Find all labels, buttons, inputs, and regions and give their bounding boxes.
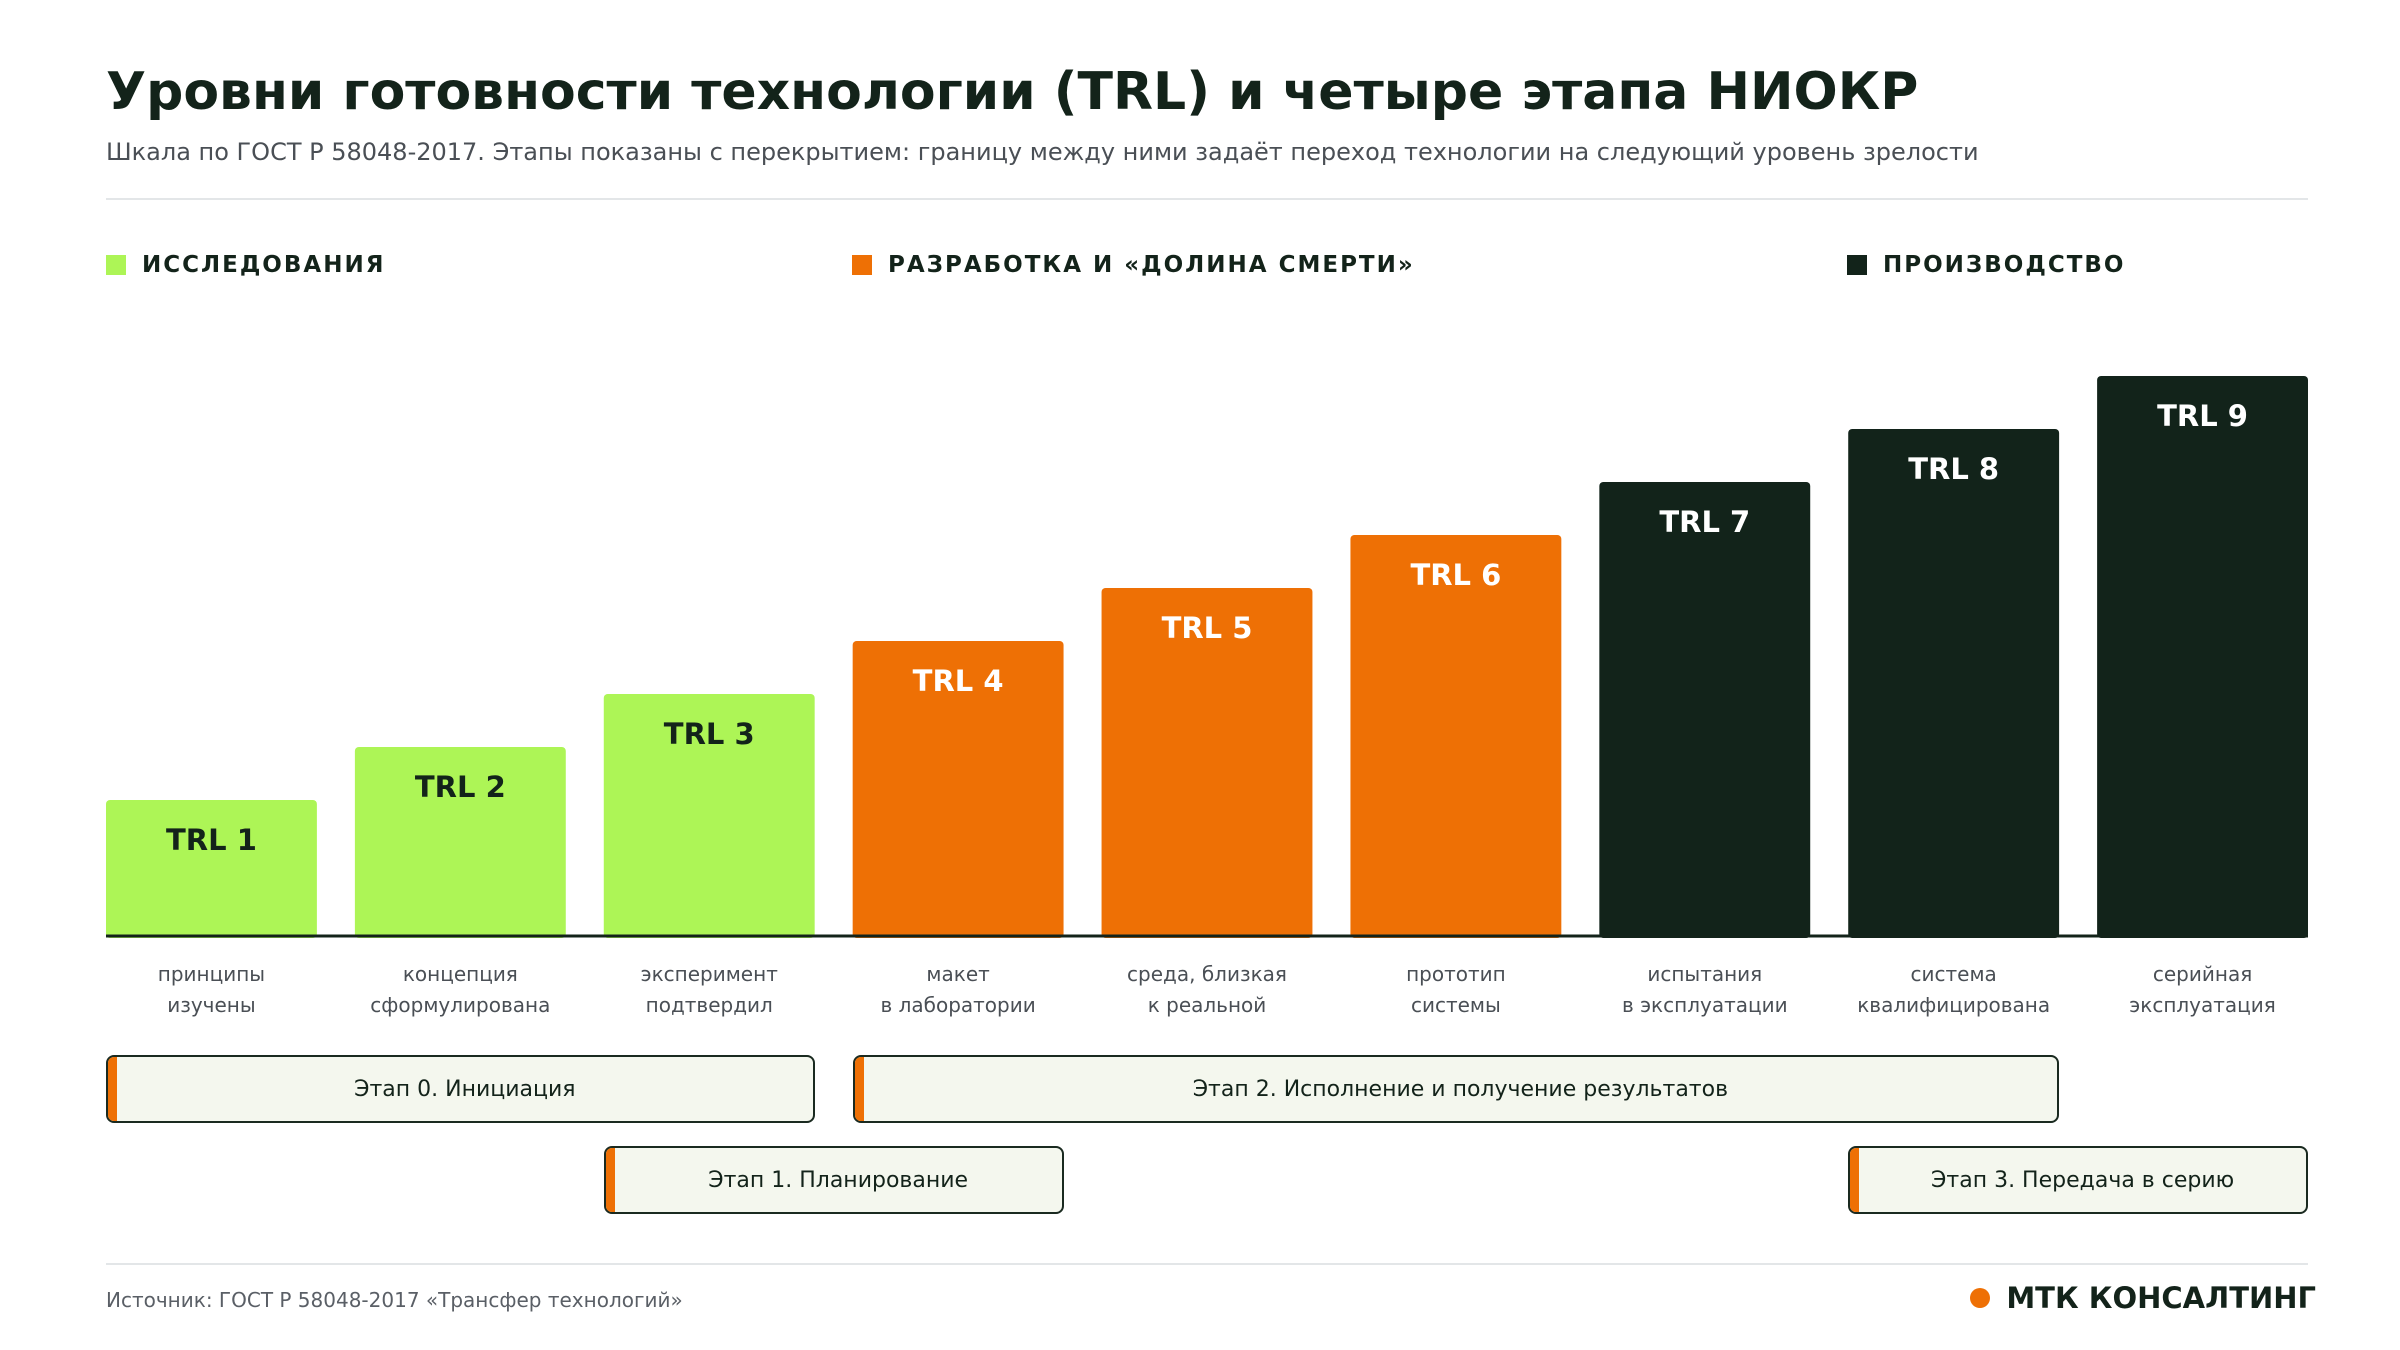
trl-7-description-line: испытания (1647, 962, 1762, 986)
bar-trl-1 (106, 800, 317, 938)
trl-1-description-line: принципы (158, 962, 265, 986)
page-title: Уровни готовности технологии (TRL) и чет… (106, 62, 1919, 122)
trl-4-description-line: в лаборатории (880, 993, 1035, 1017)
bar-label-trl-3: TRL 3 (664, 717, 755, 751)
trl-1-description-line: изучены (167, 993, 255, 1017)
bar-trl-4 (852, 641, 1064, 938)
bottom-divider (106, 1263, 2308, 1265)
bar-trl-9 (2097, 376, 2308, 938)
stage-accent-marker (854, 1057, 864, 1121)
legend-label-research: ИССЛЕДОВАНИЯ (142, 252, 386, 278)
bar-trl-2 (354, 747, 566, 938)
trl-4-description-line: макет (926, 962, 990, 986)
trl-3-description-line: подтвердил (646, 993, 773, 1017)
legend-swatch-development (852, 255, 872, 275)
stage-box-2: Этап 1. Планирование (603, 1146, 1064, 1214)
trl-2-description-line: концепция (403, 962, 518, 986)
legend-item-research: ИССЛЕДОВАНИЯ (106, 250, 385, 280)
stage-accent-marker (605, 1148, 615, 1212)
trl-2-description-line: сформулирована (370, 993, 550, 1017)
bar-label-trl-7: TRL 7 (1659, 505, 1750, 539)
bar-trl-5 (1101, 588, 1313, 938)
bar-label-trl-6: TRL 6 (1410, 558, 1501, 592)
trl-8-description-line: квалифицирована (1857, 993, 2050, 1017)
stage-label: Этап 3. Передача в серию (1931, 1167, 2235, 1193)
legend-label-development: РАЗРАБОТКА И «ДОЛИНА СМЕРТИ» (888, 252, 1415, 278)
legend-item-production: ПРОИЗВОДСТВО (1847, 250, 2125, 280)
bar-label-trl-2: TRL 2 (415, 770, 506, 804)
trl-9-description-line: эксплуатация (2129, 993, 2276, 1017)
brand-logo: МТК КОНСАЛТИНГ (1970, 1278, 2316, 1318)
legend-swatch-production (1847, 255, 1867, 275)
trl-6-description-line: системы (1411, 993, 1501, 1017)
stage-box-3: Этап 3. Передача в серию (1848, 1146, 2308, 1214)
page-subtitle: Шкала по ГОСТ Р 58048-2017. Этапы показа… (106, 138, 1979, 166)
bar-label-trl-1: TRL 1 (166, 823, 257, 857)
stage-box-0: Этап 0. Инициация (106, 1055, 815, 1123)
trl-7-description-line: в эксплуатации (1622, 993, 1788, 1017)
bar-label-trl-9: TRL 9 (2157, 399, 2248, 433)
bar-trl-6 (1350, 535, 1562, 938)
stage-label: Этап 2. Исполнение и получение результат… (1192, 1076, 1729, 1102)
stage-label: Этап 0. Инициация (354, 1076, 576, 1102)
trl-3-description-line: эксперимент (641, 962, 779, 986)
stage-box-1: Этап 2. Исполнение и получение результат… (852, 1055, 2060, 1123)
bar-label-trl-8: TRL 8 (1908, 452, 1999, 486)
trl-5-description-line: к реальной (1148, 993, 1267, 1017)
bar-trl-8 (1848, 429, 2060, 938)
legend-item-development: РАЗРАБОТКА И «ДОЛИНА СМЕРТИ» (852, 250, 1415, 280)
top-divider (106, 198, 2308, 200)
legend-label-production: ПРОИЗВОДСТВО (1883, 252, 2126, 278)
stage-accent-marker (1850, 1148, 1860, 1212)
stage-accent-marker (108, 1057, 117, 1121)
stage-label: Этап 1. Планирование (708, 1167, 969, 1193)
source-note: Источник: ГОСТ Р 58048-2017 «Трансфер те… (106, 1288, 683, 1312)
trl-6-description-line: прототип (1406, 962, 1506, 986)
bar-label-trl-5: TRL 5 (1162, 611, 1253, 645)
trl-5-description-line: среда, близкая (1127, 962, 1287, 986)
trl-8-description-line: система (1911, 962, 1997, 986)
bar-trl-7 (1599, 482, 1811, 938)
bar-trl-3 (603, 694, 815, 938)
legend-swatch-research (106, 255, 126, 275)
bar-label-trl-4: TRL 4 (913, 664, 1004, 698)
brand-name: МТК КОНСАЛТИНГ (2006, 1281, 2316, 1315)
brand-dot-icon (1970, 1288, 1991, 1308)
trl-9-description-line: серийная (2153, 962, 2252, 986)
